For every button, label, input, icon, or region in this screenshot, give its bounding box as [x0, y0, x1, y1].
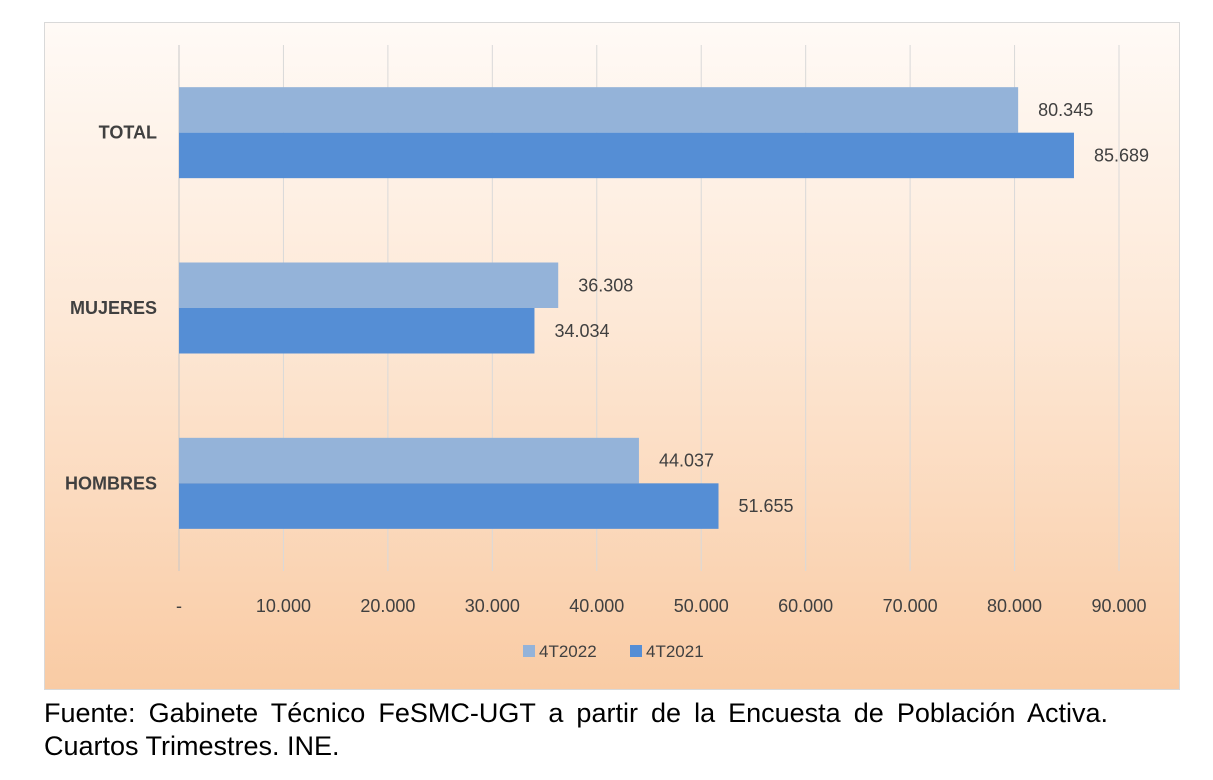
x-tick-label: 40.000 — [569, 596, 624, 616]
bars — [179, 87, 1074, 529]
x-tick-label: 60.000 — [778, 596, 833, 616]
x-tick-label: 90.000 — [1091, 596, 1146, 616]
x-tick-label: 50.000 — [674, 596, 729, 616]
chart-frame: 80.345 85.689 36.308 34.034 44.037 51.655 TOT… — [44, 22, 1180, 690]
legend-swatch — [630, 645, 642, 657]
data-label: 36.308 — [578, 275, 633, 295]
category-label: MUJERES — [70, 298, 157, 318]
bar-chart: 80.345 85.689 36.308 34.034 44.037 51.655 TOT… — [65, 45, 1149, 661]
bar — [179, 262, 559, 308]
legend: 4T2022 4T2021 — [523, 642, 704, 661]
bar — [179, 87, 1019, 133]
x-tick-label: 20.000 — [360, 596, 415, 616]
category-label: TOTAL — [99, 123, 157, 143]
legend-label: 4T2021 — [646, 642, 704, 661]
data-label: 44.037 — [659, 451, 714, 471]
x-tick-label: 70.000 — [883, 596, 938, 616]
x-tick-label: - — [176, 596, 182, 616]
bar — [179, 483, 719, 529]
legend-swatch — [523, 645, 535, 657]
legend-label: 4T2022 — [539, 642, 597, 661]
category-label: HOMBRES — [65, 473, 157, 493]
x-tick-label: 80.000 — [987, 596, 1042, 616]
data-label: 51.655 — [739, 496, 794, 516]
data-label: 34.034 — [554, 321, 609, 341]
bar — [179, 437, 639, 484]
source-caption: Fuente: Gabinete Técnico FeSMC-UGT a par… — [44, 698, 1108, 761]
category-labels: TOTAL MUJERES HOMBRES — [65, 123, 157, 494]
x-tick-label: 10.000 — [256, 596, 311, 616]
data-labels: 80.345 85.689 36.308 34.034 44.037 51.655 — [554, 100, 1149, 516]
x-tick-labels: - 10.000 20.000 30.000 40.000 50.000 60.000 70.… — [176, 596, 1147, 616]
bar — [179, 308, 535, 354]
bar — [179, 132, 1074, 179]
data-label: 85.689 — [1094, 145, 1149, 165]
x-tick-label: 30.000 — [465, 596, 520, 616]
data-label: 80.345 — [1038, 100, 1093, 120]
